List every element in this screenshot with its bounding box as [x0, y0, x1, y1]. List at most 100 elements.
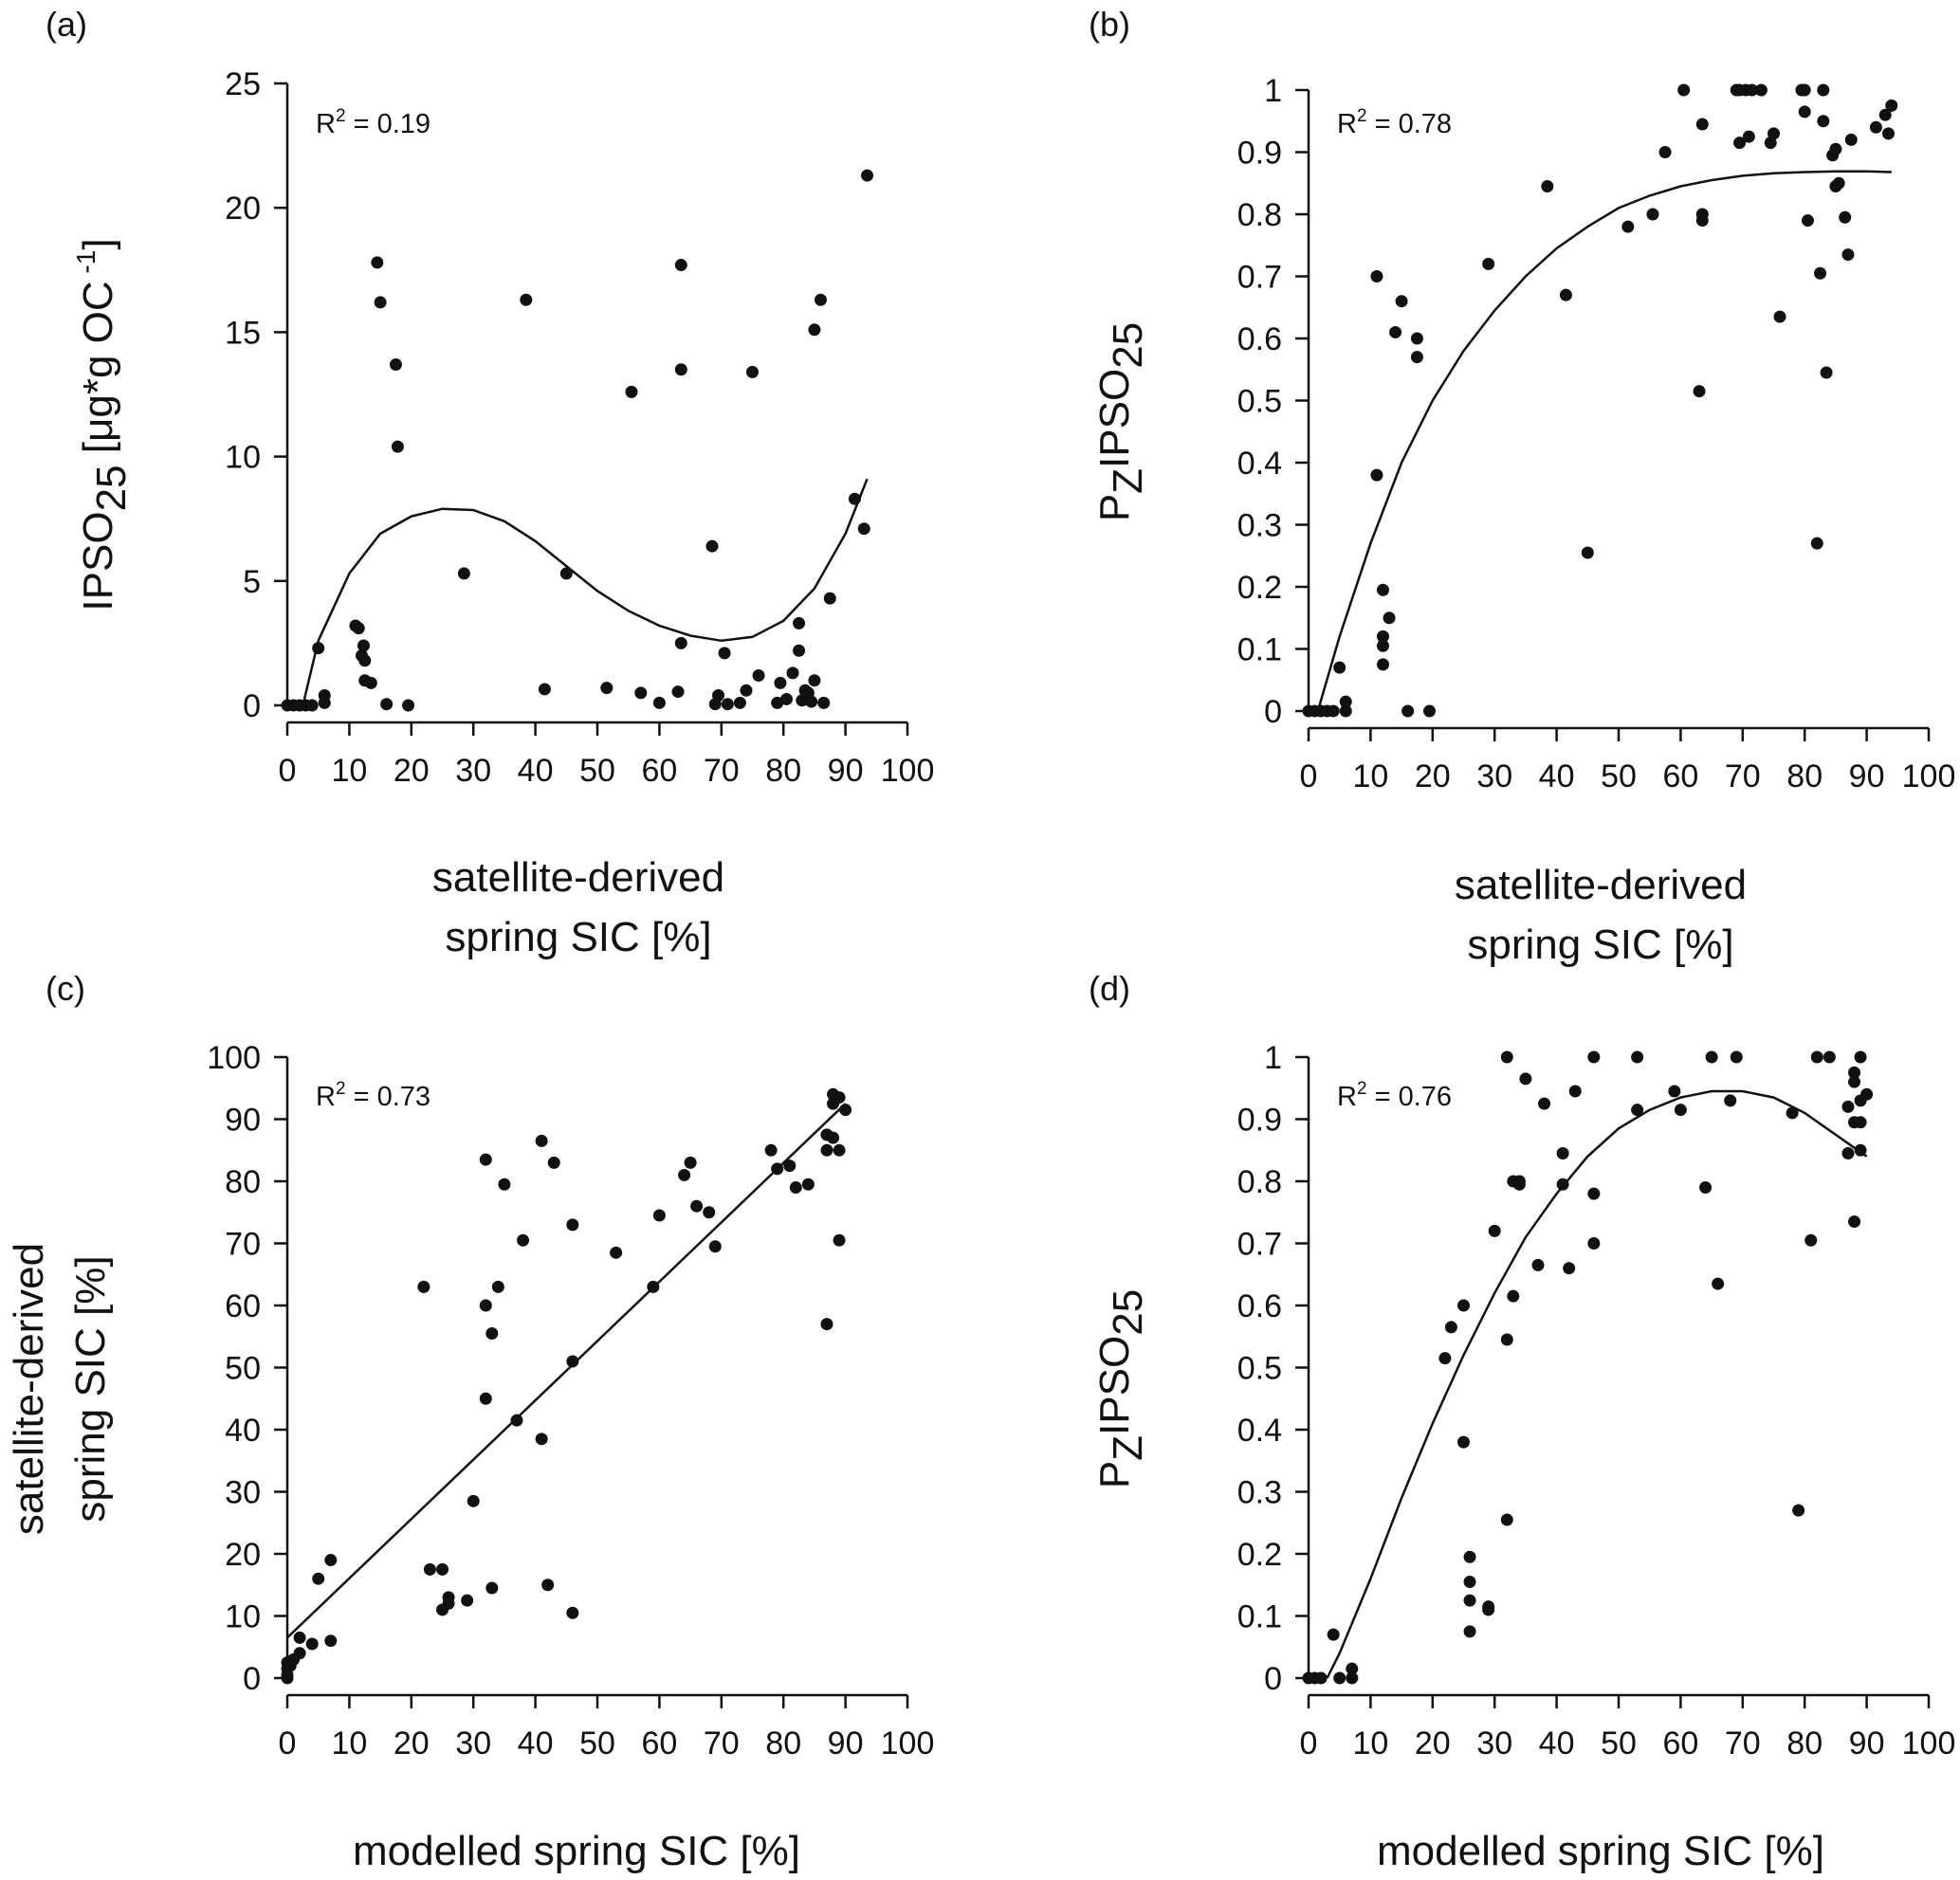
panel-d-data-point: [1841, 1100, 1855, 1113]
panel-a-data-point: [848, 492, 861, 505]
panel-a-data-point: [352, 622, 365, 635]
panel-d-data-point: [1804, 1233, 1818, 1247]
panel-d-data-point: [1500, 1333, 1513, 1346]
panel-b-data-point: [1695, 118, 1709, 131]
panel-b-data-point: [1817, 83, 1830, 97]
panel-b-x-axis-label-line1: satellite-derived: [1455, 862, 1747, 908]
panel-c-x-tick-label: 70: [704, 1725, 740, 1761]
panel-c-y-tick-label: 60: [225, 1288, 261, 1324]
panel-d-data-point: [1346, 1671, 1359, 1685]
panel-a-data-point: [860, 169, 873, 182]
panel-a-data-point: [774, 676, 787, 689]
panel-d-y-axis-label: PZIPSO25: [1091, 1289, 1151, 1488]
panel-c-data-point: [485, 1581, 499, 1595]
panel-c-y-tick-label: 80: [225, 1164, 261, 1200]
panel-d-y-tick-label: 0.8: [1237, 1164, 1282, 1200]
panel-c-x-tick-label: 90: [828, 1725, 864, 1761]
panel-b-r2: R2 = 0.78: [1337, 106, 1452, 139]
panel-c-data-point: [485, 1326, 499, 1340]
panel-d-data-point: [1556, 1177, 1569, 1191]
panel-a-data-point: [357, 639, 370, 652]
panel-b-data-point: [1829, 142, 1842, 155]
panel-c-x-tick-label: 100: [881, 1725, 935, 1761]
panel-b-data-point: [1658, 146, 1672, 158]
panel-b-data-point: [1339, 695, 1352, 708]
panel-a-data-point: [752, 669, 765, 683]
panel-a: (a) R2 = 0.19 IPSO25 [μg*g OC -1] satell…: [46, 5, 934, 960]
panel-c-data-point: [479, 1392, 492, 1405]
panel-a-x-axis-label-line2: spring SIC [%]: [445, 914, 711, 960]
panel-b-y-tick-label: 0.1: [1237, 632, 1282, 668]
panel-b-x-tick-label: 90: [1849, 758, 1885, 794]
panel-d-x-tick-label: 90: [1849, 1725, 1885, 1761]
panel-c-data-point: [703, 1206, 716, 1219]
panel-c-y-axis-label-line2: spring SIC [%]: [67, 1255, 114, 1522]
panel-d-y-tick-label: 0.5: [1237, 1351, 1282, 1387]
panel-b-x-tick-label: 100: [1902, 758, 1956, 794]
panel-b-x-tick-label: 10: [1352, 758, 1388, 794]
panel-a-data-point: [457, 567, 470, 580]
panel-b-data-point: [1395, 295, 1408, 308]
panel-c-data-point: [535, 1433, 548, 1446]
panel-c-data-point: [461, 1594, 474, 1607]
panel-c-x-tick-label: 80: [765, 1725, 801, 1761]
panel-a-r2: R2 = 0.19: [316, 106, 430, 139]
panel-b-data-point: [1832, 176, 1845, 190]
panel-c-data-point: [610, 1246, 623, 1259]
panel-b-data-point: [1423, 704, 1437, 718]
panel-d-data-point: [1631, 1104, 1644, 1117]
panel-b-x-tick-label: 80: [1786, 758, 1823, 794]
panel-a-x-tick-label: 10: [331, 753, 367, 789]
panel-b-y-tick-label: 0.7: [1237, 260, 1282, 296]
panel-a-data-point: [793, 644, 806, 657]
panel-a-data-point: [312, 642, 325, 655]
panel-a-y-tick-label: 20: [225, 191, 261, 227]
panel-d-y-tick-label: 0.4: [1237, 1413, 1282, 1449]
panel-d-y-tick-label: 1: [1264, 1040, 1282, 1076]
panel-b-x-tick-label: 50: [1601, 758, 1637, 794]
panel-a-x-tick-label: 60: [641, 753, 677, 789]
panel-a-data-point: [733, 696, 746, 709]
panel-c-data-point: [839, 1104, 852, 1117]
panel-d-data-point: [1810, 1050, 1823, 1064]
panel-c-data-point: [442, 1597, 455, 1610]
panel-d-data-point: [1786, 1106, 1799, 1120]
panel-d-y-tick-label: 0.1: [1237, 1599, 1282, 1635]
panel-a-data-point: [823, 592, 836, 605]
panel-c-data-point: [789, 1181, 802, 1195]
panel-d-x-tick-label: 30: [1476, 1725, 1512, 1761]
panel-b-y-axis-label: PZIPSO25: [1091, 322, 1151, 521]
panel-c-data-point: [678, 1168, 691, 1181]
panel-a-data-point: [771, 696, 784, 709]
panel-a-x-axis-label-line1: satellite-derived: [432, 854, 724, 901]
panel-d-data-point: [1587, 1187, 1601, 1200]
panel-d-data-point: [1848, 1075, 1861, 1088]
panel-d-x-axis-label: modelled spring SIC [%]: [1377, 1828, 1824, 1874]
panel-c-data-point: [293, 1631, 306, 1644]
panel-d-x-tick-label: 100: [1902, 1725, 1956, 1761]
panel-a-data-point: [674, 259, 687, 272]
panel-a-data-point: [793, 616, 806, 630]
panel-d-data-point: [1463, 1594, 1476, 1607]
panel-b-data-point: [1410, 351, 1423, 364]
panel-b-y-tick-label: 0.2: [1237, 570, 1282, 606]
panel-a-data-point: [721, 698, 734, 711]
panel-d-x-tick-label: 70: [1725, 1725, 1761, 1761]
panel-a-data-point: [857, 522, 870, 536]
panel-d-fit-line: [1326, 1089, 1868, 1679]
panel-a-data-point: [358, 654, 372, 667]
panel-d-data-point: [1488, 1224, 1501, 1237]
panel-b-data-point: [1841, 248, 1855, 262]
panel-c-x-tick-label: 60: [641, 1725, 677, 1761]
panel-b-x-axis-label-line2: spring SIC [%]: [1467, 922, 1733, 968]
panel-c-data-point: [517, 1233, 530, 1247]
panel-d-data-point: [1587, 1050, 1601, 1064]
panel-d-x-tick-label: 80: [1786, 1725, 1823, 1761]
panel-a-x-tick-label: 80: [765, 753, 801, 789]
panel-d-x-tick-label: 20: [1415, 1725, 1451, 1761]
panel-b-data-point: [1410, 332, 1423, 345]
panel-c-y-tick-label: 0: [243, 1661, 261, 1697]
panel-c-data-point: [312, 1572, 325, 1585]
panel-d-data-point: [1848, 1066, 1861, 1079]
